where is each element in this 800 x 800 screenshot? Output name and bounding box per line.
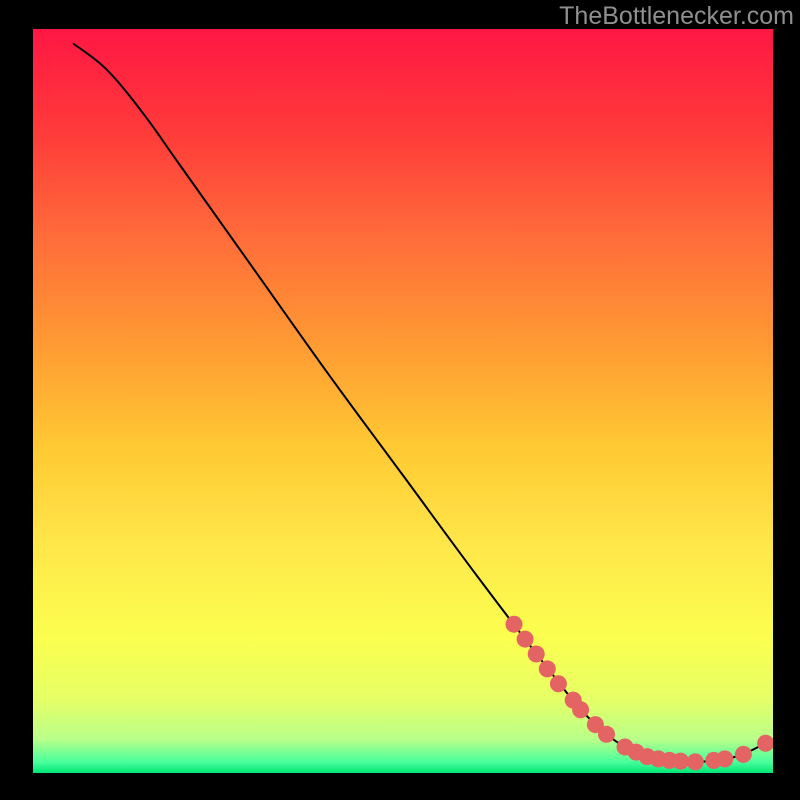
- data-marker: [517, 631, 534, 648]
- data-marker: [539, 660, 556, 677]
- data-marker: [687, 753, 704, 770]
- data-marker: [598, 726, 615, 743]
- chart-frame: TheBottlenecker.com: [0, 0, 800, 800]
- data-marker: [550, 675, 567, 692]
- data-marker: [672, 753, 689, 770]
- data-marker: [716, 750, 733, 767]
- data-marker: [572, 701, 589, 718]
- data-marker: [506, 616, 523, 633]
- data-marker: [528, 645, 545, 662]
- attribution-label: TheBottlenecker.com: [559, 2, 794, 31]
- plot-area: [33, 29, 773, 773]
- data-marker: [735, 746, 752, 763]
- gradient-background: [33, 29, 773, 773]
- plot-svg: [33, 29, 773, 773]
